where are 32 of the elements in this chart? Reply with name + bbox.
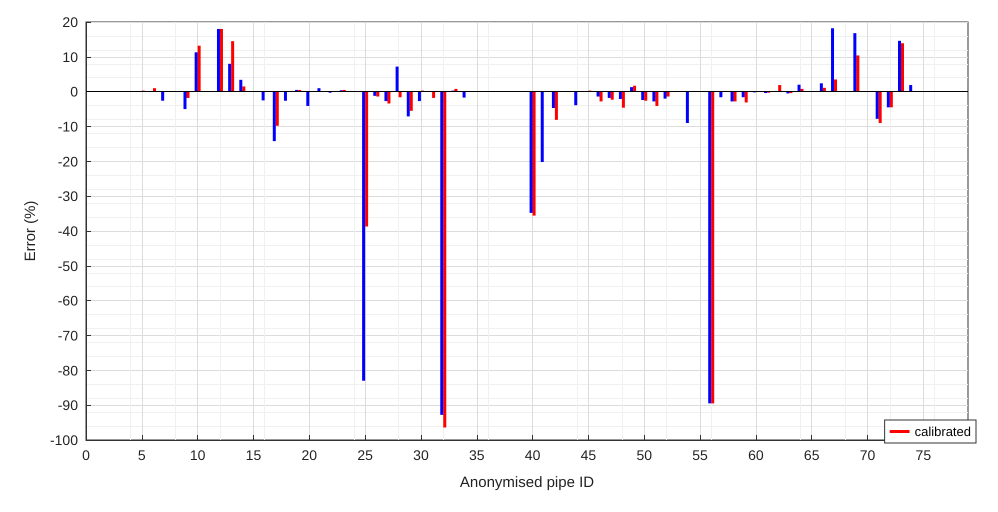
y-tick-label: 20 <box>62 14 78 30</box>
y-tick-label: 10 <box>62 48 78 65</box>
y-tick-label: -90 <box>58 397 78 414</box>
y-tick-label: -30 <box>58 188 78 204</box>
x-axis-title: Anonymised pipe ID <box>460 474 594 491</box>
x-tick-label: 55 <box>692 447 708 463</box>
x-tick-label: 25 <box>357 447 374 463</box>
x-tick-label: 75 <box>916 447 932 463</box>
x-tick-label: 30 <box>413 447 429 463</box>
y-tick-label: -40 <box>58 223 78 239</box>
x-tick-label: 20 <box>302 447 318 463</box>
x-tick-label: 70 <box>860 447 876 463</box>
x-tick-label: 10 <box>190 447 206 463</box>
y-axis-title: Error (%) <box>22 200 39 262</box>
x-tick-label: 50 <box>636 447 652 463</box>
x-tick-label: 65 <box>804 447 820 463</box>
y-tick-label: 0 <box>70 84 78 100</box>
y-tick-label: -80 <box>58 362 78 378</box>
x-tick-label: 60 <box>748 447 764 463</box>
y-tick-label: -70 <box>58 328 78 344</box>
x-tick-label: 5 <box>138 447 146 463</box>
x-tick-label: 15 <box>246 447 262 463</box>
y-tick-label: -10 <box>58 118 78 134</box>
legend-label: calibrated <box>914 424 972 439</box>
x-tick-label: 45 <box>580 447 596 463</box>
y-tick-label: -50 <box>58 258 78 274</box>
x-tick-label: 40 <box>524 447 541 463</box>
y-tick-label: -20 <box>58 153 78 170</box>
y-tick-label: -100 <box>50 432 78 448</box>
x-tick-label: 0 <box>82 447 90 463</box>
x-tick-label: 35 <box>468 447 485 463</box>
y-tick-label: -60 <box>58 292 78 309</box>
